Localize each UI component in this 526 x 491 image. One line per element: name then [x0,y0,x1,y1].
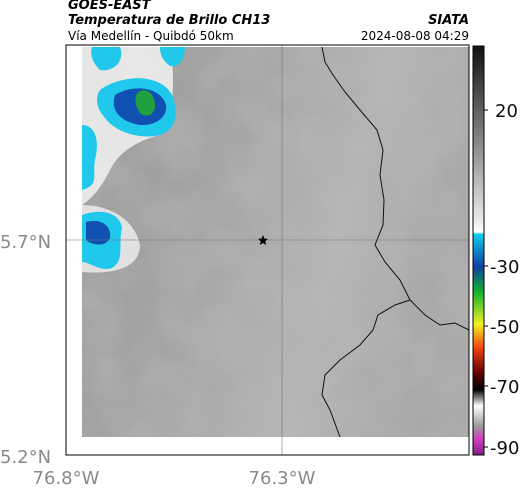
colorbar-label: -30 [490,257,519,278]
source: SIATA [428,13,469,28]
colorbar-label: -70 [490,377,519,398]
colorbar-label: -90 [490,438,519,459]
lat-label: 5.2°N [0,447,51,468]
colorbar-label: 20 [495,101,518,122]
product: Temperatura de Brillo CH13 [68,13,270,28]
datetime: 2024-08-08 04:29 [361,29,469,43]
lat-label: 5.7°N [0,232,51,253]
colorbar-ticks [484,109,488,448]
map-frame [65,44,470,456]
location-marker [258,235,268,245]
colorbar [472,45,485,456]
lon-label: 76.3°W [249,468,316,489]
satellite: GOES-EAST [68,0,152,13]
colorbar-label: -50 [490,317,519,338]
map-image [82,47,469,437]
lon-label: 76.8°W [33,468,100,489]
region: Vía Medellín - Quibdó 50km [68,29,234,43]
